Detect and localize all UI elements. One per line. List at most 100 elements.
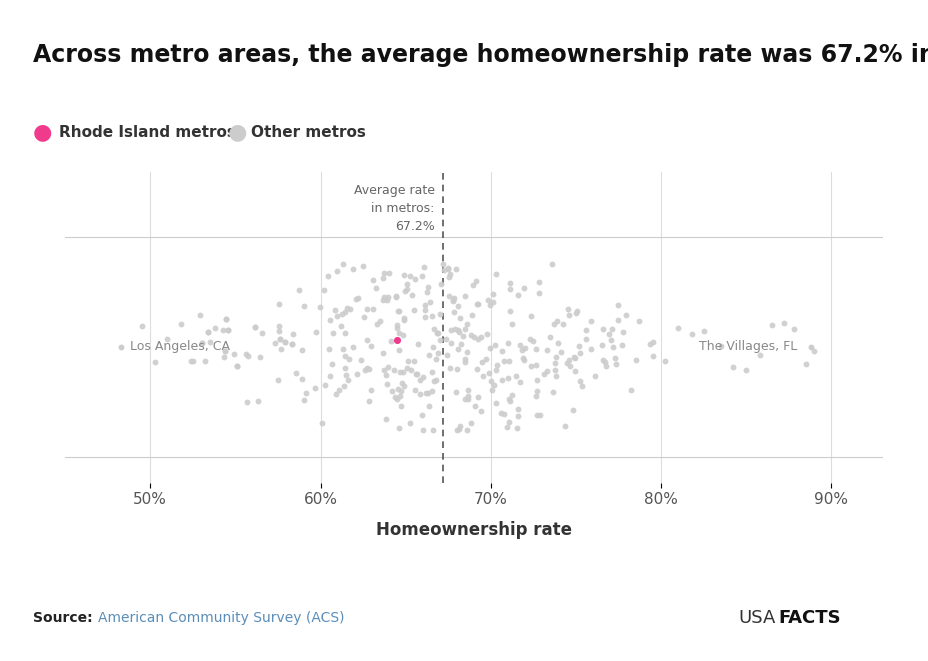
Point	[485, 289, 500, 299]
Point	[628, 355, 643, 366]
Point	[553, 346, 568, 357]
Point	[216, 352, 231, 362]
Point	[610, 299, 625, 310]
Point	[393, 400, 408, 410]
Point	[381, 268, 396, 278]
Point	[502, 306, 517, 317]
Point	[584, 343, 599, 354]
Point	[273, 334, 288, 344]
Point	[392, 306, 406, 317]
Point	[797, 359, 812, 369]
Point	[571, 341, 586, 352]
Point	[403, 271, 418, 282]
Text: USA: USA	[738, 609, 775, 627]
Point	[574, 381, 588, 391]
X-axis label: Homeownership rate: Homeownership rate	[376, 521, 571, 539]
Point	[442, 362, 457, 373]
Point	[494, 408, 509, 418]
Point	[344, 341, 359, 352]
Point	[583, 316, 598, 327]
Point	[372, 316, 387, 327]
Point	[417, 300, 432, 311]
Point	[631, 315, 646, 326]
Point	[297, 301, 312, 311]
Point	[229, 360, 244, 371]
Point	[529, 385, 544, 396]
Point	[528, 344, 543, 355]
Point	[291, 285, 306, 295]
Point	[380, 379, 394, 389]
Point	[410, 339, 425, 350]
Point	[425, 424, 440, 435]
Point	[440, 262, 455, 273]
Point	[267, 338, 282, 348]
Point	[603, 324, 618, 334]
Point	[375, 273, 390, 284]
Point	[432, 279, 447, 290]
Point	[442, 272, 457, 282]
Point	[445, 294, 460, 305]
Point	[572, 375, 586, 386]
Point	[498, 421, 513, 432]
Point	[806, 346, 821, 356]
Point	[289, 368, 303, 378]
Point	[738, 364, 753, 375]
Point	[713, 340, 728, 351]
Point	[417, 305, 432, 315]
Point	[564, 405, 579, 415]
Point	[388, 292, 403, 303]
Point	[396, 381, 411, 391]
Point	[248, 321, 263, 332]
Point	[548, 370, 562, 381]
Point	[445, 306, 460, 317]
Point	[500, 416, 515, 427]
Point	[458, 354, 472, 364]
Point	[448, 424, 463, 435]
Point	[425, 342, 440, 352]
Point	[502, 396, 517, 407]
Point	[336, 381, 351, 391]
Point	[443, 268, 458, 279]
Point	[421, 297, 436, 307]
Point	[561, 309, 576, 320]
Point	[323, 314, 338, 325]
Point	[426, 324, 441, 334]
Point	[329, 266, 344, 276]
Point	[239, 396, 254, 407]
Point	[424, 385, 439, 396]
Point	[524, 336, 539, 346]
Point	[240, 350, 255, 361]
Point	[473, 406, 488, 416]
Point	[566, 351, 581, 362]
Point	[488, 364, 503, 375]
Point	[610, 315, 625, 325]
Point	[458, 324, 472, 334]
Point	[504, 319, 519, 329]
Point	[542, 332, 557, 342]
Text: Source:: Source:	[32, 611, 92, 625]
Point	[359, 334, 374, 345]
Text: ●: ●	[32, 122, 52, 142]
Point	[376, 364, 391, 375]
Text: FACTS: FACTS	[778, 609, 840, 627]
Point	[786, 324, 801, 334]
Point	[424, 367, 439, 377]
Point	[328, 305, 342, 315]
Point	[271, 326, 286, 336]
Point	[388, 291, 403, 301]
Point	[597, 356, 612, 367]
Point	[369, 319, 384, 330]
Point	[550, 338, 565, 349]
Point	[459, 391, 474, 401]
Point	[670, 323, 685, 333]
Point	[226, 349, 240, 360]
Point	[623, 385, 638, 396]
Point	[548, 352, 563, 363]
Point	[441, 290, 456, 301]
Point	[395, 367, 410, 377]
Point	[200, 327, 215, 337]
Point	[752, 350, 767, 361]
Point	[483, 300, 497, 311]
Point	[645, 337, 660, 348]
Point	[407, 369, 422, 379]
